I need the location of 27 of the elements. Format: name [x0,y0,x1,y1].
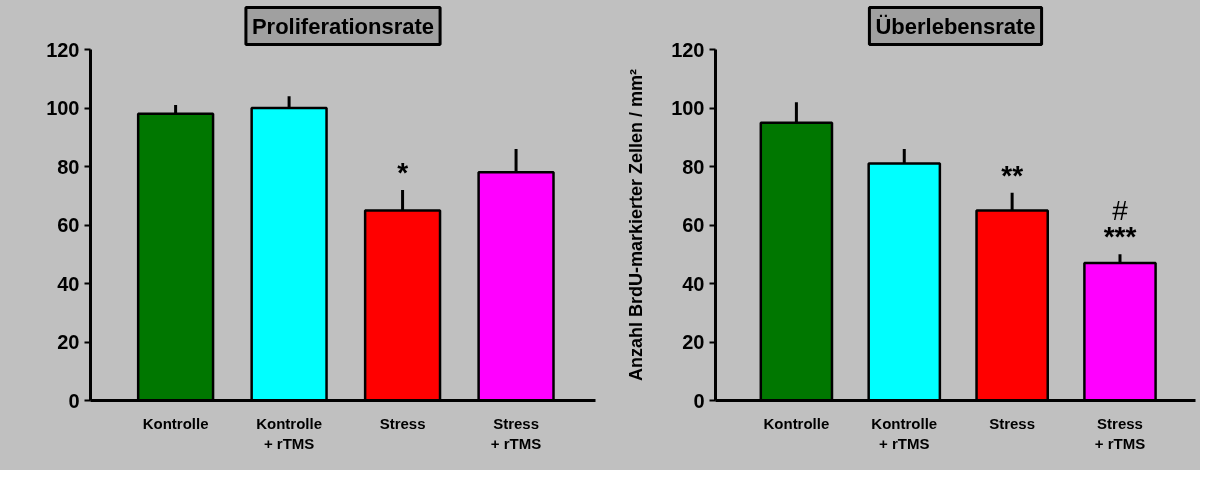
y-tick-label: 120 [671,38,705,61]
x-tick-label: Stress + rTMS [1094,414,1146,452]
annotation: ** [1001,159,1024,191]
x-tick-label: Stress [989,414,1036,432]
x-tick-label: Stress + rTMS [490,414,542,452]
y-tick-label: 100 [671,97,705,119]
y-tick-label: 100 [46,97,80,119]
y-tick-label: 80 [682,155,705,178]
y-tick-label: 40 [57,272,80,295]
y-axis-title: Anzahl BrdU-markierter Zellen / mm² [626,68,647,382]
y-tick-label: 20 [57,331,80,353]
y-tick-label: 80 [57,155,80,178]
y-tick-label: 20 [682,331,705,353]
x-tick-label: Stress [379,414,426,432]
chart-title: Überlebensrate [875,13,1036,39]
x-tick-label: Kontrolle + rTMS [871,414,938,452]
y-tick-label: 0 [693,389,705,412]
y-tick-label: 60 [57,214,80,236]
y-tick-label: 40 [682,272,705,295]
annotation: * [397,156,409,188]
y-tick-label: 0 [68,389,80,412]
x-tick-label: Kontrolle + rTMS [256,414,323,452]
chart-title: Proliferationsrate [251,13,435,39]
x-tick-label: Kontrolle [763,414,830,432]
y-tick-label: 60 [682,214,705,236]
x-tick-label: Kontrolle [142,414,209,432]
y-tick-label: 120 [46,38,80,61]
